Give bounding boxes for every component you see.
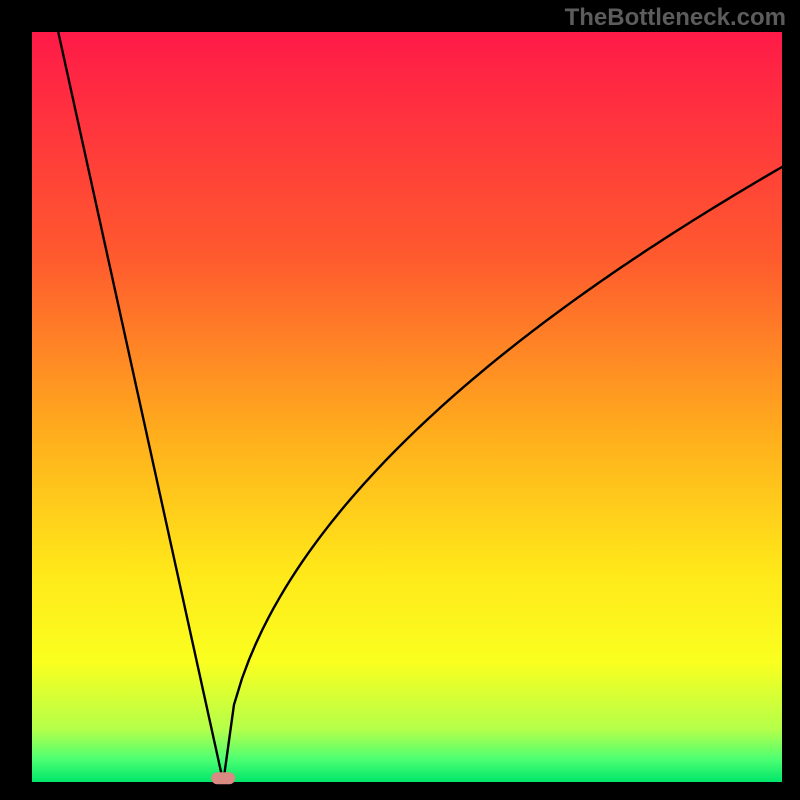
chart-container: { "watermark": { "text": "TheBottleneck.… (0, 0, 800, 800)
plot-background (32, 32, 782, 782)
bottleneck-curve-chart (0, 0, 800, 800)
watermark-text: TheBottleneck.com (565, 4, 786, 32)
minimum-marker (211, 772, 235, 784)
